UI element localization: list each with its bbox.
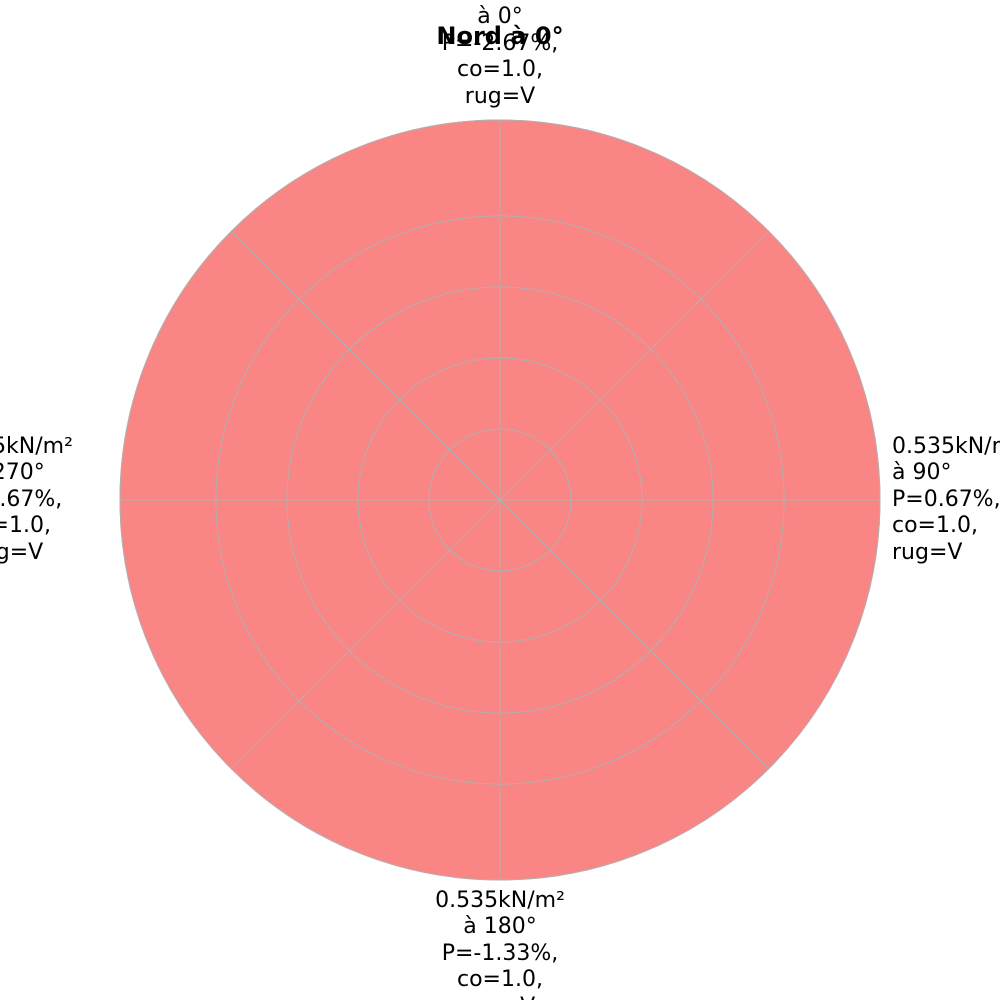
polar-chart: Nord à 0° ©2024 work4cad.com 0.535kN/m² … [0, 0, 1000, 1000]
axis-label-270: 0.535kN/m² à 270° P=0.67%, co=1.0, rug=V [0, 434, 108, 566]
axis-label-90: 0.535kN/m² à 90° P=0.67%, co=1.0, rug=V [892, 434, 1000, 566]
polar-svg [0, 0, 1000, 1000]
axis-label-180: 0.535kN/m² à 180° P=-1.33%, co=1.0, rug=… [0, 888, 1000, 1000]
axis-label-0: 0.535kN/m² à 0° P=-2.67%, co=1.0, rug=V [0, 0, 1000, 110]
